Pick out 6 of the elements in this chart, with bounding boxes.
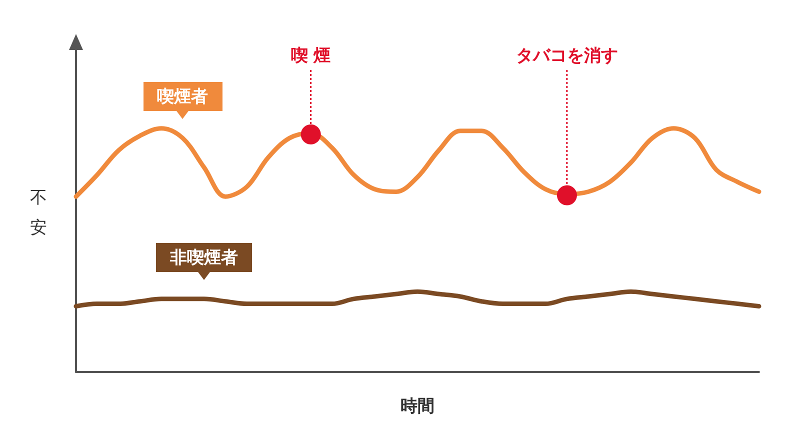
y-axis-title: 不安 bbox=[30, 188, 47, 238]
x-axis-title: 時間 bbox=[400, 396, 434, 416]
series-label: 非喫煙者 bbox=[156, 242, 252, 272]
annotation: タバコを消す bbox=[516, 46, 618, 66]
annotation: 喫 煙 bbox=[290, 46, 331, 66]
series-label: 喫煙者 bbox=[143, 82, 222, 112]
